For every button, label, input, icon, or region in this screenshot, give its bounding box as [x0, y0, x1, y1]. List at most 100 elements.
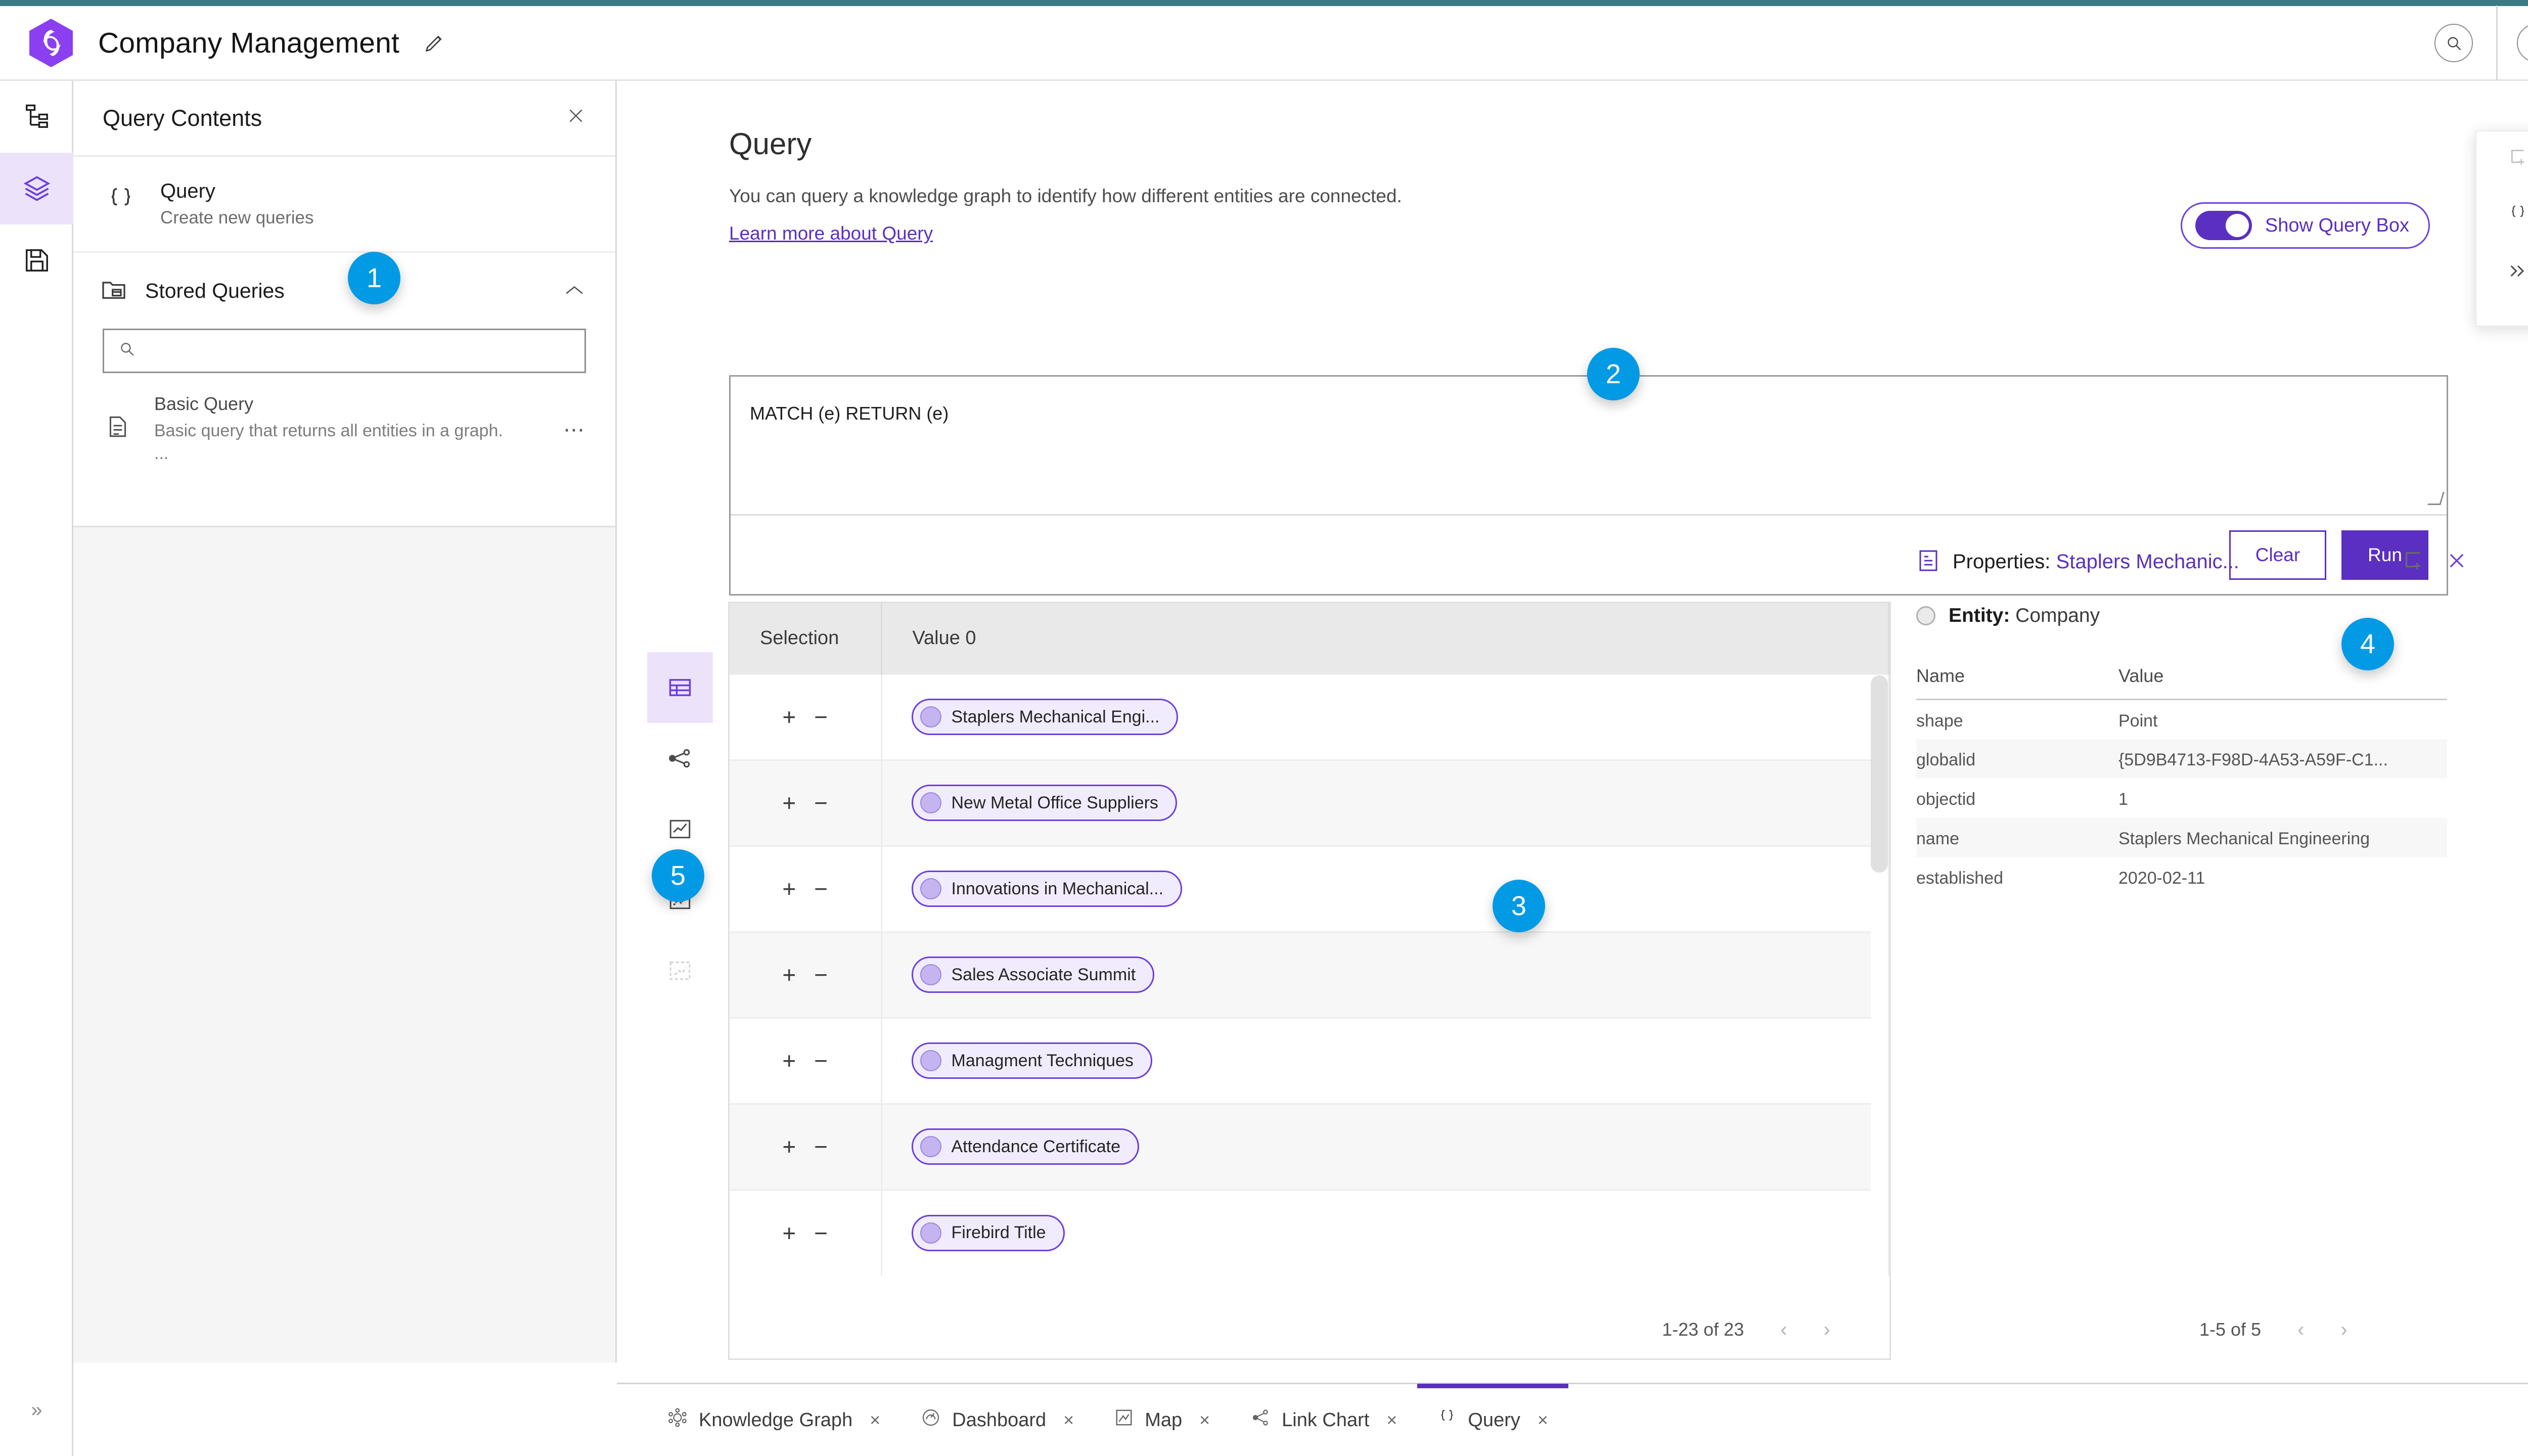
knowledge-graph-icon: [667, 1407, 688, 1433]
table-row[interactable]: + − Attendance Certificate: [730, 1103, 1889, 1190]
entity-chip[interactable]: Firebird Title: [911, 1214, 1065, 1251]
view-mode-graph[interactable]: [647, 723, 713, 794]
query-editor[interactable]: MATCH (e) RETURN (e) Clear Run: [729, 375, 2448, 596]
section-description: You can query a knowledge graph to ident…: [729, 186, 1402, 206]
remove-from-selection-button[interactable]: −: [814, 1133, 828, 1160]
add-to-selection-button[interactable]: +: [782, 876, 796, 902]
entity-chip[interactable]: Staplers Mechanical Engi...: [911, 699, 1179, 735]
entity-dot-icon: [920, 792, 941, 813]
add-to-selection-button[interactable]: +: [782, 790, 796, 816]
tab-dashboard[interactable]: Dashboard ×: [900, 1384, 1094, 1456]
remove-from-selection-button[interactable]: −: [814, 876, 828, 902]
properties-doc-icon: [1916, 549, 1940, 575]
table-row[interactable]: + − Firebird Title: [730, 1189, 1889, 1276]
close-icon[interactable]: ×: [1386, 1409, 1397, 1430]
folder-icon: [100, 276, 128, 306]
close-icon[interactable]: ×: [870, 1409, 881, 1430]
callout-marker-2: 2: [1587, 348, 1640, 400]
close-icon[interactable]: ×: [1199, 1409, 1210, 1430]
table-row[interactable]: + − New Metal Office Suppliers: [730, 759, 1889, 846]
entity-chip[interactable]: Attendance Certificate: [911, 1128, 1140, 1165]
menu-item-store-new-query[interactable]: Store New Query: [2476, 188, 2528, 245]
stored-queries-header[interactable]: Stored Queries: [73, 253, 615, 329]
show-query-box-toggle[interactable]: Show Query Box: [2180, 202, 2430, 249]
table-header-row: Selection Value 0: [730, 603, 1889, 674]
tab-label: Link Chart: [1282, 1409, 1370, 1431]
add-to-selection-button[interactable]: +: [782, 1219, 796, 1246]
entity-chip[interactable]: Innovations in Mechanical...: [911, 871, 1183, 907]
query-text[interactable]: MATCH (e) RETURN (e): [750, 403, 949, 424]
learn-more-link[interactable]: Learn more about Query: [729, 223, 933, 244]
add-to-selection-button[interactable]: +: [782, 1048, 796, 1074]
tab-map[interactable]: Map ×: [1094, 1384, 1230, 1456]
selection-cell: + −: [730, 673, 882, 760]
remove-from-selection-button[interactable]: −: [814, 1048, 828, 1074]
chevron-left-icon[interactable]: ‹: [2297, 1318, 2305, 1341]
run-button[interactable]: Run: [2341, 530, 2428, 580]
contents-item-query[interactable]: Query Create new queries: [73, 157, 615, 253]
chevron-right-icon[interactable]: ›: [2340, 1318, 2348, 1341]
tab-link-chart[interactable]: Link Chart ×: [1230, 1384, 1417, 1456]
clear-button[interactable]: Clear: [2229, 530, 2326, 580]
menu-item-collapse[interactable]: Collapse: [2476, 245, 2528, 301]
add-to-selection-button[interactable]: +: [782, 962, 796, 988]
context-menu: Add Selection To Store New Query Collaps…: [2475, 130, 2528, 327]
add-to-selection-button[interactable]: +: [782, 1133, 796, 1160]
tab-label: Knowledge Graph: [699, 1409, 853, 1431]
table-row[interactable]: + − Sales Associate Summit: [730, 931, 1889, 1018]
entity-dot-icon: [920, 964, 941, 985]
close-icon[interactable]: ×: [1063, 1409, 1074, 1430]
app-logo-icon: [29, 18, 73, 67]
add-to-selection-button[interactable]: +: [782, 704, 796, 730]
view-mode-chart[interactable]: [647, 794, 713, 864]
chevron-right-icon[interactable]: ›: [1823, 1318, 1830, 1341]
property-value: {5D9B4713-F98D-4A53-A59F-C1...: [2118, 739, 2447, 779]
close-icon[interactable]: [566, 106, 586, 131]
ellipsis-icon[interactable]: ⋯: [563, 417, 586, 441]
close-icon[interactable]: [2446, 550, 2467, 574]
entity-chip[interactable]: Sales Associate Summit: [911, 957, 1155, 993]
rail-item-save[interactable]: [0, 224, 73, 296]
toggle-switch[interactable]: [2195, 211, 2252, 240]
stored-queries-search[interactable]: [103, 329, 586, 373]
properties-header: Properties: Staplers Mechanic...: [1916, 549, 2467, 575]
pencil-icon[interactable]: [423, 31, 446, 55]
popout-icon[interactable]: [2402, 549, 2425, 575]
chevron-up-icon[interactable]: [565, 281, 584, 301]
remove-from-selection-button[interactable]: −: [814, 704, 828, 730]
properties-title-prefix: Properties:: [1953, 551, 2056, 573]
link-chart-icon: [1250, 1407, 1271, 1433]
column-header-value: Value: [2118, 665, 2447, 700]
rail-item-data-model[interactable]: [0, 81, 73, 153]
table-row[interactable]: + − Innovations in Mechanical...: [730, 845, 1889, 932]
expand-rail-button[interactable]: »: [31, 1398, 42, 1421]
help-icon[interactable]: ?: [2516, 23, 2528, 62]
properties-table-body: shape Point globalid {5D9B4713-F98D-4A53…: [1916, 700, 2447, 897]
view-mode-table[interactable]: [647, 652, 713, 723]
list-item[interactable]: Basic Query Basic query that returns all…: [73, 373, 615, 480]
results-scrollbar[interactable]: [1871, 675, 1888, 1317]
table-row: globalid {5D9B4713-F98D-4A53-A59F-C1...: [1916, 739, 2447, 779]
remove-from-selection-button[interactable]: −: [814, 1219, 828, 1246]
table-row[interactable]: + − Managment Techniques: [730, 1017, 1889, 1104]
entity-chip[interactable]: Managment Techniques: [911, 1042, 1152, 1079]
remove-from-selection-button[interactable]: −: [814, 790, 828, 816]
remove-from-selection-button[interactable]: −: [814, 962, 828, 988]
table-row[interactable]: + − Staplers Mechanical Engi...: [730, 673, 1889, 760]
entity-chip[interactable]: New Metal Office Suppliers: [911, 785, 1177, 821]
tab-query[interactable]: Query ×: [1417, 1383, 1568, 1456]
tab-label: Map: [1145, 1409, 1183, 1431]
entity-label: Entity: Company: [1949, 605, 2100, 627]
resize-handle[interactable]: [2427, 492, 2445, 505]
close-icon[interactable]: ×: [1537, 1409, 1548, 1430]
add-selection-icon: [2508, 147, 2528, 172]
bottom-tab-bar: Knowledge Graph × Dashboard × Map ×: [617, 1383, 2528, 1456]
tab-knowledge-graph[interactable]: Knowledge Graph ×: [647, 1384, 900, 1456]
chevron-left-icon[interactable]: ‹: [1780, 1318, 1787, 1341]
scrollbar-thumb[interactable]: [1871, 675, 1888, 873]
search-icon[interactable]: [2434, 23, 2473, 62]
search-input[interactable]: [146, 341, 519, 361]
rail-item-contents[interactable]: [0, 153, 73, 224]
column-header-value0: Value 0: [881, 603, 1889, 674]
